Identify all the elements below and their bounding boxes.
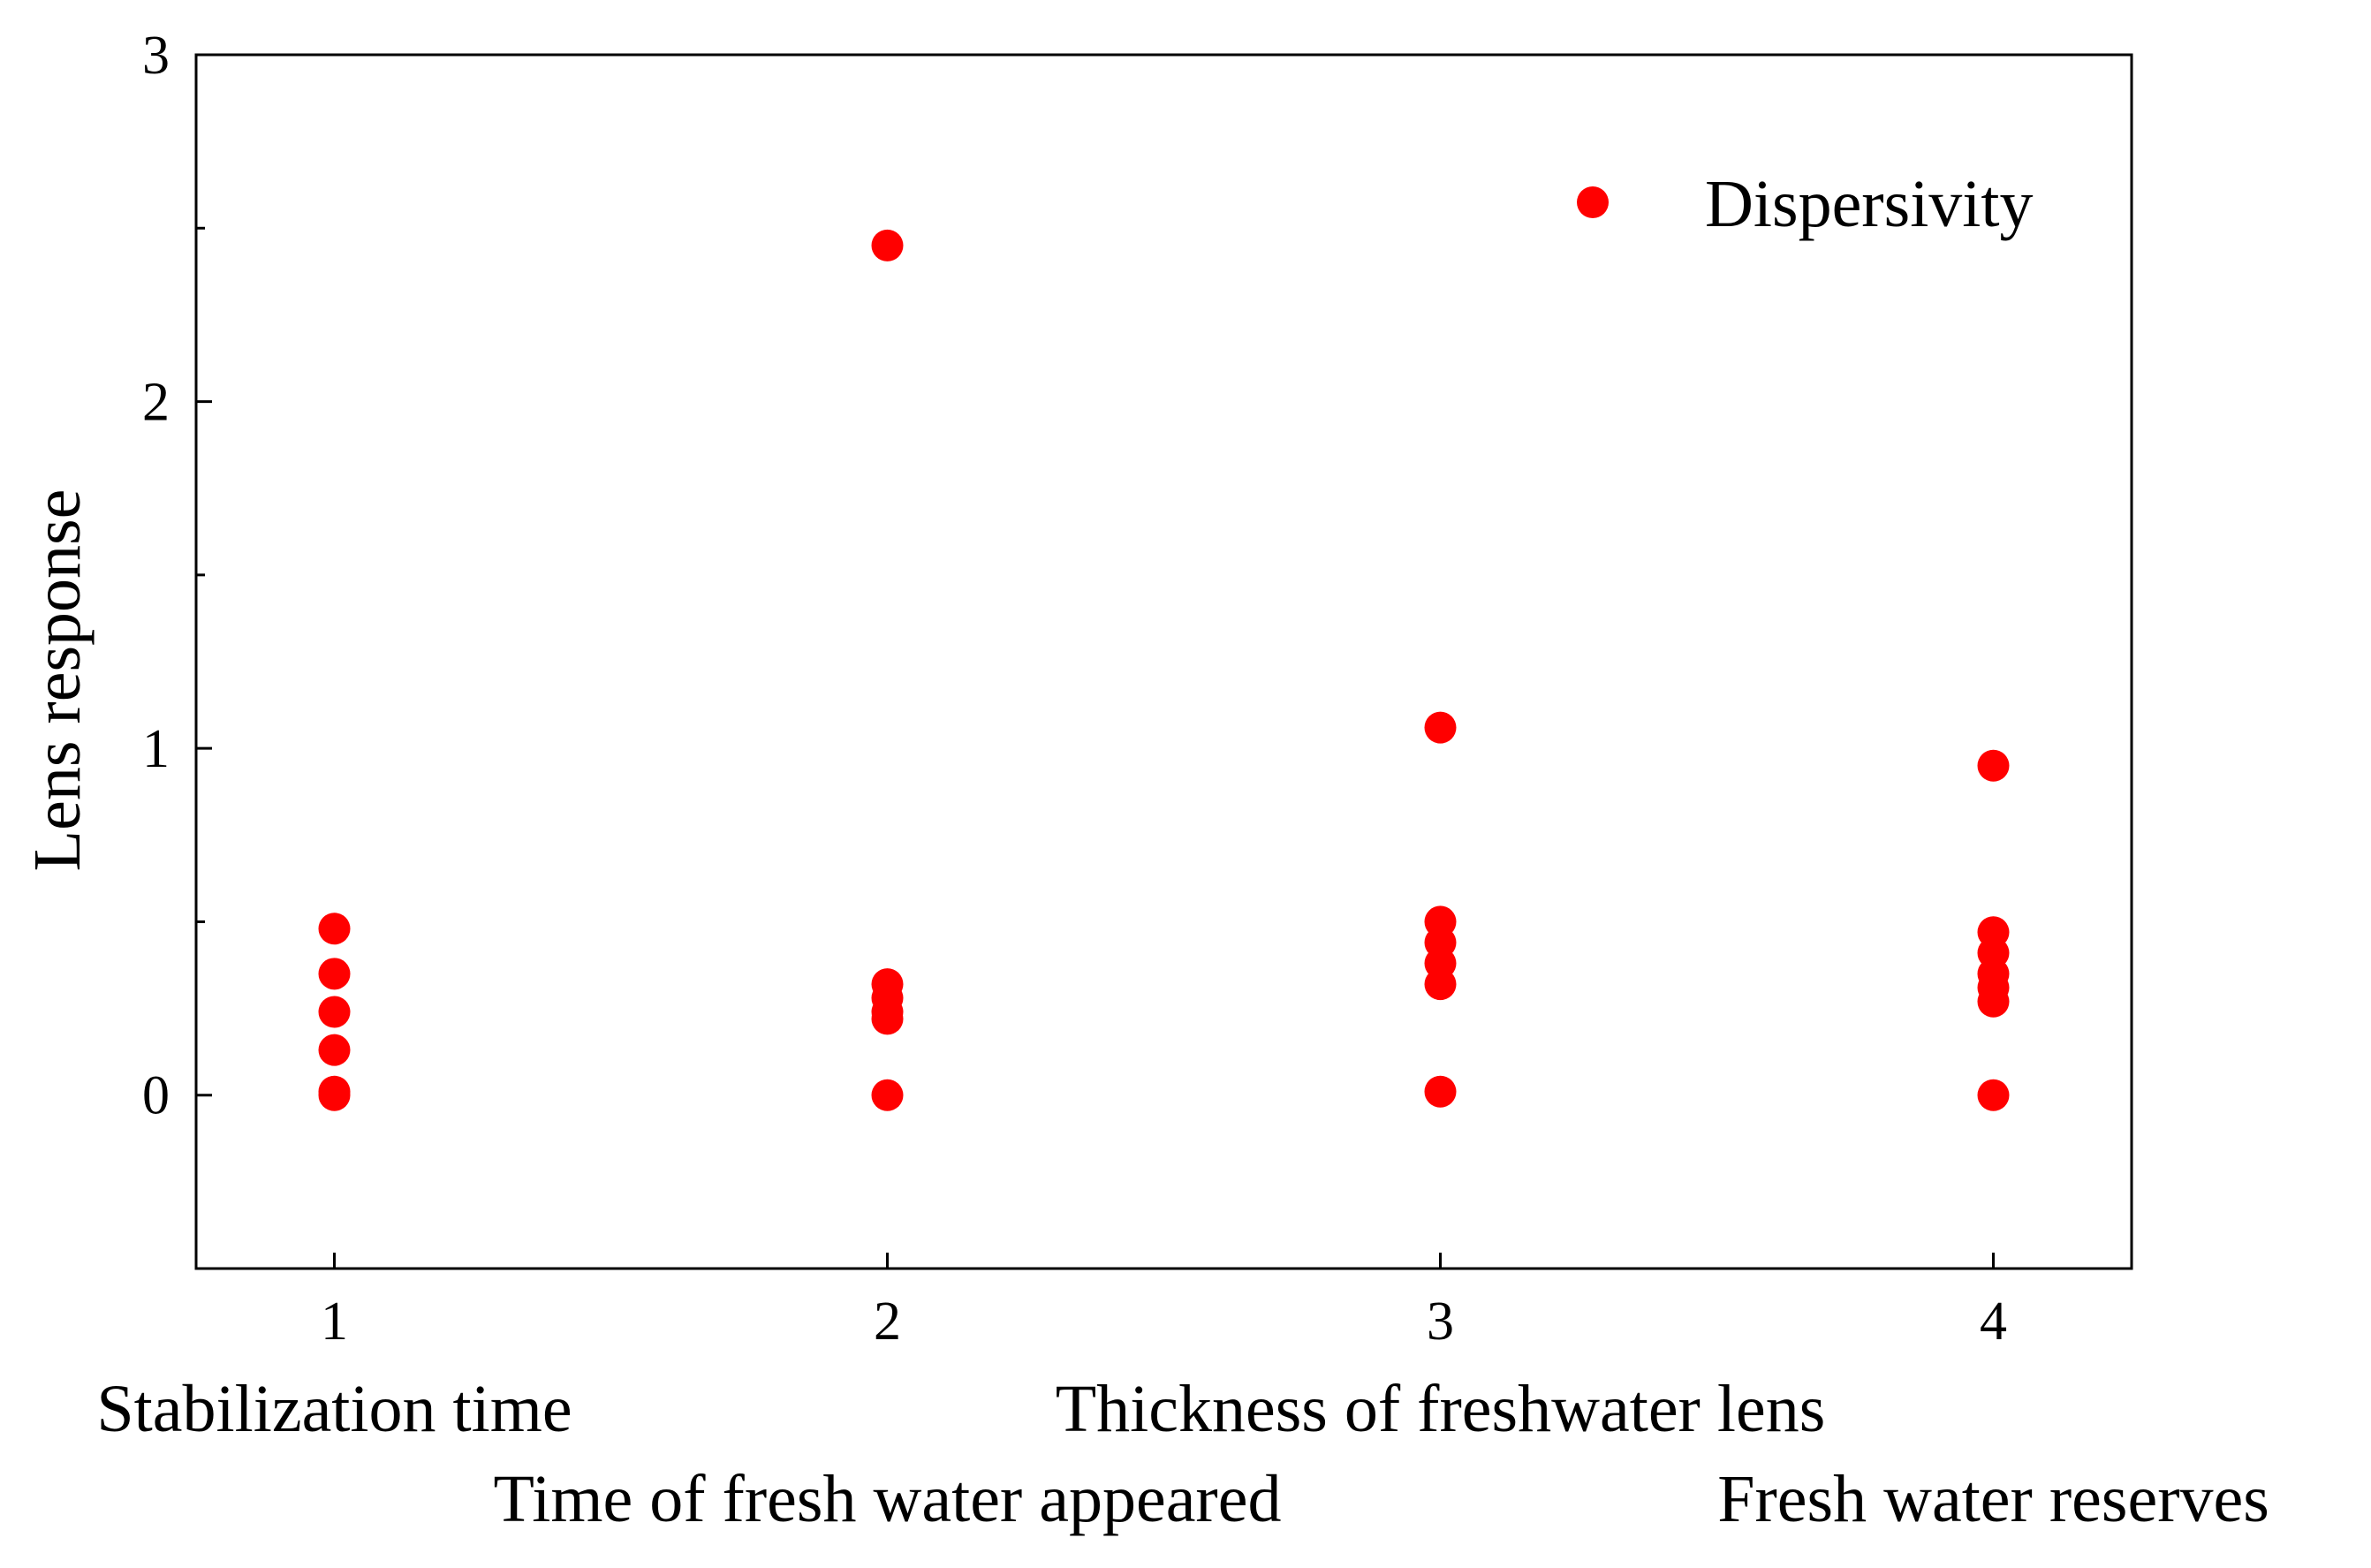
data-point bbox=[318, 958, 351, 990]
data-point bbox=[318, 996, 351, 1028]
data-point bbox=[1977, 985, 2010, 1018]
legend-label-dispersivity: Dispersivity bbox=[1705, 167, 2034, 241]
x-tick-label: 2 bbox=[874, 1292, 901, 1352]
y-tick-label: 0 bbox=[142, 1066, 170, 1126]
y-tick-label: 3 bbox=[142, 26, 170, 86]
data-point bbox=[1977, 749, 2010, 782]
y-axis-title: Lens response bbox=[20, 489, 95, 872]
data-point bbox=[871, 1079, 904, 1111]
x-tick-label: 4 bbox=[1980, 1292, 2007, 1352]
x-category-label: Fresh water reserves bbox=[1717, 1462, 2269, 1536]
data-point bbox=[1424, 968, 1457, 1001]
legend: Dispersivity bbox=[1577, 167, 2034, 241]
data-point bbox=[871, 1003, 904, 1035]
x-category-label: Thickness of freshwater lens bbox=[1056, 1372, 1826, 1446]
data-point bbox=[318, 1034, 351, 1066]
y-tick-label: 2 bbox=[142, 373, 170, 433]
x-category-label: Time of fresh water appeared bbox=[494, 1462, 1282, 1536]
data-point bbox=[1977, 1079, 2010, 1111]
x-tick-label: 3 bbox=[1427, 1292, 1454, 1352]
x-category-label: Stabilization time bbox=[96, 1372, 572, 1446]
x-tick-label: 1 bbox=[321, 1292, 348, 1352]
plot-frame bbox=[194, 53, 2133, 1270]
data-point bbox=[318, 913, 351, 945]
data-point bbox=[318, 1079, 351, 1111]
data-point bbox=[1424, 1075, 1457, 1108]
y-tick-label: 1 bbox=[142, 719, 170, 779]
data-point bbox=[1424, 711, 1457, 744]
legend-marker bbox=[1577, 186, 1609, 218]
data-point bbox=[871, 229, 904, 261]
